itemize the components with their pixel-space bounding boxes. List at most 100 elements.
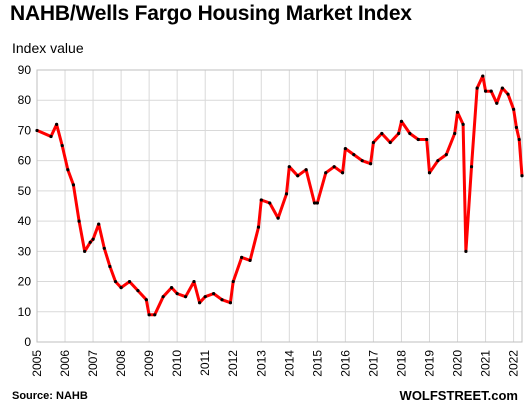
data-point: [444, 153, 448, 157]
data-point: [212, 292, 216, 296]
y-tick-label: 60: [18, 154, 32, 168]
x-tick-label: 2008: [114, 350, 128, 377]
data-point: [475, 86, 479, 90]
x-tick-label: 2012: [226, 350, 240, 377]
data-point: [481, 74, 485, 78]
data-point: [276, 216, 280, 220]
data-point: [352, 153, 356, 157]
data-point: [153, 313, 157, 317]
data-point: [88, 240, 92, 244]
x-tick-label: 2019: [422, 350, 436, 377]
data-point: [343, 146, 347, 151]
x-tick-label: 2007: [86, 350, 100, 377]
data-point: [517, 137, 521, 142]
data-point: [464, 249, 468, 253]
data-point: [108, 264, 112, 269]
y-tick-label: 0: [24, 335, 31, 349]
watermark: WOLFSTREET.com: [399, 388, 518, 403]
data-point: [514, 125, 518, 130]
data-point: [259, 198, 263, 202]
x-tick-label: 2018: [394, 350, 408, 377]
data-point: [287, 165, 291, 169]
data-point: [371, 140, 376, 145]
x-tick-label: 2021: [479, 350, 493, 377]
data-point: [119, 286, 123, 290]
data-point: [425, 137, 429, 142]
data-point: [113, 279, 118, 284]
data-point: [388, 140, 392, 145]
data-point: [136, 289, 140, 293]
data-point: [231, 279, 235, 284]
data-point: [453, 131, 457, 136]
data-point: [436, 159, 440, 163]
data-point: [312, 201, 317, 205]
data-point: [203, 295, 207, 299]
data-point: [55, 122, 59, 126]
data-point: [483, 89, 488, 93]
y-tick-label: 70: [18, 123, 32, 137]
data-point: [489, 89, 493, 93]
x-tick-label: 2016: [338, 350, 352, 377]
data-point: [220, 298, 224, 302]
data-point: [228, 301, 233, 305]
data-point: [198, 301, 202, 305]
x-tick-label: 2014: [282, 350, 296, 377]
data-point: [461, 122, 465, 126]
data-point: [340, 171, 345, 175]
x-tick-label: 2009: [142, 350, 156, 377]
x-tick-label: 2017: [366, 350, 380, 377]
data-point: [397, 131, 401, 136]
data-point: [161, 295, 165, 299]
data-point: [49, 134, 53, 139]
data-point: [97, 222, 101, 226]
y-tick-label: 90: [18, 63, 32, 77]
data-point: [511, 107, 516, 111]
y-tick-label: 40: [18, 214, 32, 228]
x-tick-label: 2022: [507, 350, 521, 377]
data-point: [102, 246, 106, 250]
data-point: [147, 313, 151, 317]
data-point: [369, 162, 373, 166]
data-point: [416, 137, 420, 142]
x-tick-label: 2010: [170, 350, 184, 377]
data-point: [500, 86, 504, 90]
data-point: [495, 101, 499, 105]
data-point: [183, 295, 188, 299]
data-point: [304, 168, 308, 172]
x-tick-label: 2020: [451, 350, 465, 377]
data-point: [83, 249, 87, 253]
data-point: [169, 286, 174, 290]
data-point: [77, 219, 81, 223]
data-point: [35, 128, 39, 133]
data-point: [469, 165, 474, 169]
x-tick-label: 2005: [30, 350, 44, 377]
data-point: [360, 159, 364, 163]
data-point: [240, 255, 244, 259]
data-point: [71, 183, 76, 187]
data-point: [332, 165, 336, 169]
data-point: [399, 119, 404, 123]
y-tick-label: 30: [18, 244, 32, 258]
data-point: [192, 279, 196, 284]
series-line: [36, 74, 524, 317]
chart-title: NAHB/Wells Fargo Housing Market Index: [10, 2, 412, 25]
y-tick-label: 50: [18, 184, 32, 198]
data-point: [506, 92, 510, 96]
data-point: [296, 174, 300, 178]
x-tick-label: 2011: [198, 350, 212, 376]
data-point: [66, 168, 70, 172]
data-point: [175, 292, 179, 296]
source-note: Source: NAHB: [12, 390, 88, 402]
data-point: [144, 298, 148, 302]
data-point: [427, 171, 432, 175]
data-point: [324, 171, 328, 175]
x-tick-label: 2013: [254, 350, 268, 377]
y-tick-label: 20: [18, 275, 32, 289]
plot-frame: [36, 69, 523, 343]
x-tick-label: 2006: [58, 350, 72, 377]
data-point: [455, 110, 460, 114]
y-axis-label: Index value: [12, 40, 84, 56]
data-point: [91, 237, 95, 241]
data-point: [284, 192, 289, 196]
